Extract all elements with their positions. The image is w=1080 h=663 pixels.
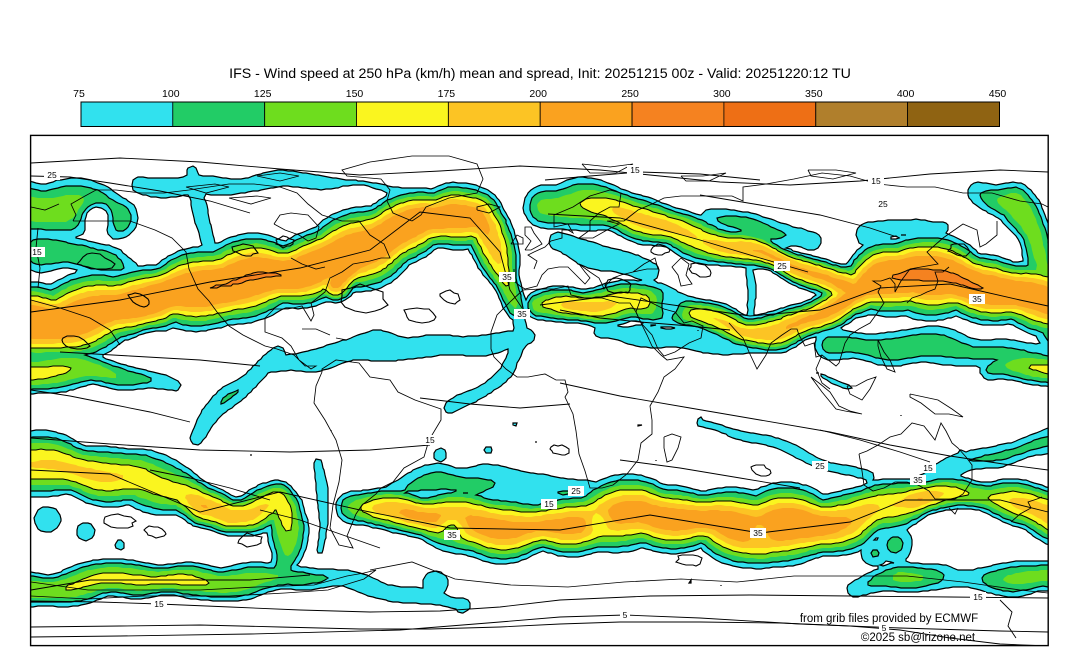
svg-text:25: 25 xyxy=(777,261,787,271)
svg-text:15: 15 xyxy=(871,176,881,186)
svg-text:25: 25 xyxy=(571,486,581,496)
svg-text:25: 25 xyxy=(815,461,825,471)
svg-text:25: 25 xyxy=(47,170,57,180)
svg-text:150: 150 xyxy=(346,88,364,100)
svg-text:from grib files provided by EC: from grib files provided by ECMWF xyxy=(800,613,978,625)
svg-text:200: 200 xyxy=(529,88,547,100)
svg-text:25: 25 xyxy=(878,199,888,209)
svg-text:300: 300 xyxy=(713,88,731,100)
svg-text:75: 75 xyxy=(73,88,85,100)
svg-text:35: 35 xyxy=(972,294,982,304)
svg-text:15: 15 xyxy=(154,599,164,609)
svg-text:15: 15 xyxy=(973,592,983,602)
svg-text:35: 35 xyxy=(502,272,512,282)
svg-text:125: 125 xyxy=(254,88,272,100)
svg-text:15: 15 xyxy=(425,435,435,445)
svg-text:15: 15 xyxy=(32,247,42,257)
svg-text:400: 400 xyxy=(897,88,915,100)
svg-text:IFS - Wind speed at 250 hPa (k: IFS - Wind speed at 250 hPa (km/h) mean … xyxy=(229,66,851,82)
svg-text:35: 35 xyxy=(517,309,527,319)
svg-text:250: 250 xyxy=(621,88,639,100)
svg-text:35: 35 xyxy=(913,475,923,485)
svg-text:450: 450 xyxy=(989,88,1007,100)
svg-text:100: 100 xyxy=(162,88,180,100)
svg-text:©2025 sb@irizone.net: ©2025 sb@irizone.net xyxy=(861,632,976,644)
svg-text:5: 5 xyxy=(623,610,628,620)
svg-text:350: 350 xyxy=(805,88,823,100)
svg-text:175: 175 xyxy=(438,88,456,100)
svg-text:35: 35 xyxy=(753,528,763,538)
svg-text:35: 35 xyxy=(447,530,457,540)
svg-text:15: 15 xyxy=(923,463,933,473)
svg-text:15: 15 xyxy=(630,165,640,175)
svg-text:5: 5 xyxy=(882,623,887,633)
svg-text:15: 15 xyxy=(544,499,554,509)
